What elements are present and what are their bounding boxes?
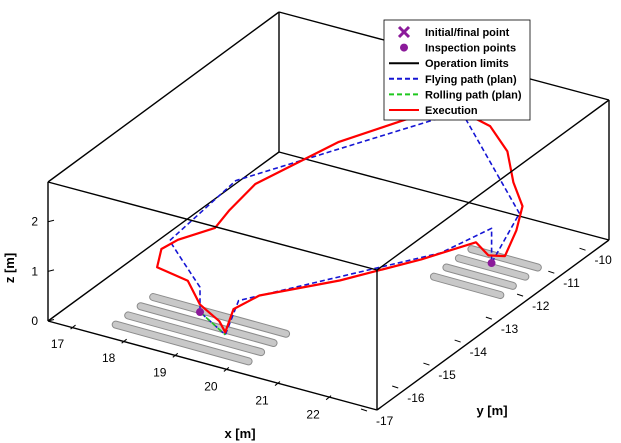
pipe (124, 311, 266, 357)
y-tick-mark (548, 270, 555, 274)
x-tick-mark (223, 367, 230, 372)
y-tick-label: -12 (532, 299, 550, 313)
x-axis-label: x [m] (224, 426, 255, 441)
legend-label: Inspection points (425, 43, 516, 55)
box-edge-front-top-right (376, 99, 610, 271)
x-tick-label: 20 (204, 379, 218, 393)
legend-label: Operation limits (425, 58, 509, 70)
y-tick-label: -10 (595, 253, 613, 267)
legend: Initial/final point Inspection points Oper… (383, 19, 531, 121)
z-tick-mark (47, 269, 55, 272)
x-tick-label: 22 (306, 408, 320, 422)
y-tick-mark (392, 385, 399, 389)
pipe (442, 263, 517, 290)
legend-item: Inspection points (400, 43, 516, 55)
y-tick-mark (579, 247, 586, 251)
legend-item: Execution (389, 105, 478, 117)
box-edge-front-bottom-right (376, 239, 610, 411)
z-tick-label: 2 (31, 215, 38, 229)
box-edge-front-top-left (47, 181, 378, 271)
z-tick-label: 1 (31, 264, 38, 278)
pipe (111, 320, 253, 366)
y-tick-label: -11 (563, 276, 580, 290)
x-tick-mark (172, 352, 179, 358)
y-tick-mark (423, 362, 430, 366)
ticks-layer: 17 18 19 20 21 22 -10 -11 -12 -13 -14 -15 -16 -17 0 1 2 (31, 215, 612, 428)
legend-label: Rolling path (plan) (425, 89, 522, 101)
z-tick-label: 0 (31, 314, 38, 328)
y-tick-mark (360, 408, 368, 412)
y-axis-label: y [m] (476, 403, 507, 418)
legend-label: Execution (425, 105, 478, 117)
operation-limits-box (47, 11, 610, 322)
series-flying-path-plan (168, 110, 521, 336)
legend-item: Rolling path (plan) (389, 89, 522, 101)
legend-dot-icon (400, 43, 408, 52)
legend-label: Flying path (plan) (425, 74, 517, 86)
inspection-point (487, 259, 496, 268)
z-tick-mark (47, 319, 55, 322)
y-tick-label: -13 (501, 322, 519, 336)
pipe (454, 254, 530, 281)
series-execution (156, 110, 524, 334)
legend-item: Initial/final point (397, 25, 510, 39)
x-tick-mark (121, 338, 127, 344)
x-tick-label: 18 (102, 351, 116, 365)
operation-limits-box-front (47, 99, 610, 411)
pipe (136, 302, 278, 347)
legend-label: Initial/final point (425, 27, 510, 39)
box-edge-back-bottom-right (278, 151, 610, 241)
box-edge-back-top-left (47, 11, 280, 183)
y-tick-label: -16 (407, 391, 425, 405)
pipes-layer (111, 245, 542, 366)
legend-x-icon (397, 25, 411, 39)
x-tick-mark (70, 324, 76, 330)
pipe (149, 293, 291, 338)
x-tick-label: 19 (153, 365, 167, 379)
legend-item: Flying path (plan) (389, 74, 517, 86)
y-tick-mark (485, 316, 493, 320)
y-tick-mark (454, 339, 461, 343)
y-tick-mark (516, 293, 524, 297)
x-tick-label: 17 (51, 337, 65, 351)
z-tick-mark (47, 219, 55, 223)
pipe (467, 245, 542, 272)
pipe (429, 272, 505, 300)
series-layer (156, 110, 524, 336)
box-edge-front-bottom-left (47, 320, 378, 411)
box-edge-back-bottom-left (47, 151, 280, 322)
y-tick-label: -14 (470, 345, 488, 359)
x-tick-mark (274, 381, 281, 386)
x-tick-label: 21 (255, 394, 269, 408)
legend-item: Operation limits (389, 58, 509, 70)
x-tick-mark (325, 395, 332, 401)
y-tick-label: -17 (376, 414, 394, 428)
inspection-point (196, 308, 205, 317)
z-axis-label: z [m] (2, 253, 17, 283)
series-rolling-path-plan (199, 311, 226, 336)
y-tick-label: -15 (438, 368, 456, 382)
